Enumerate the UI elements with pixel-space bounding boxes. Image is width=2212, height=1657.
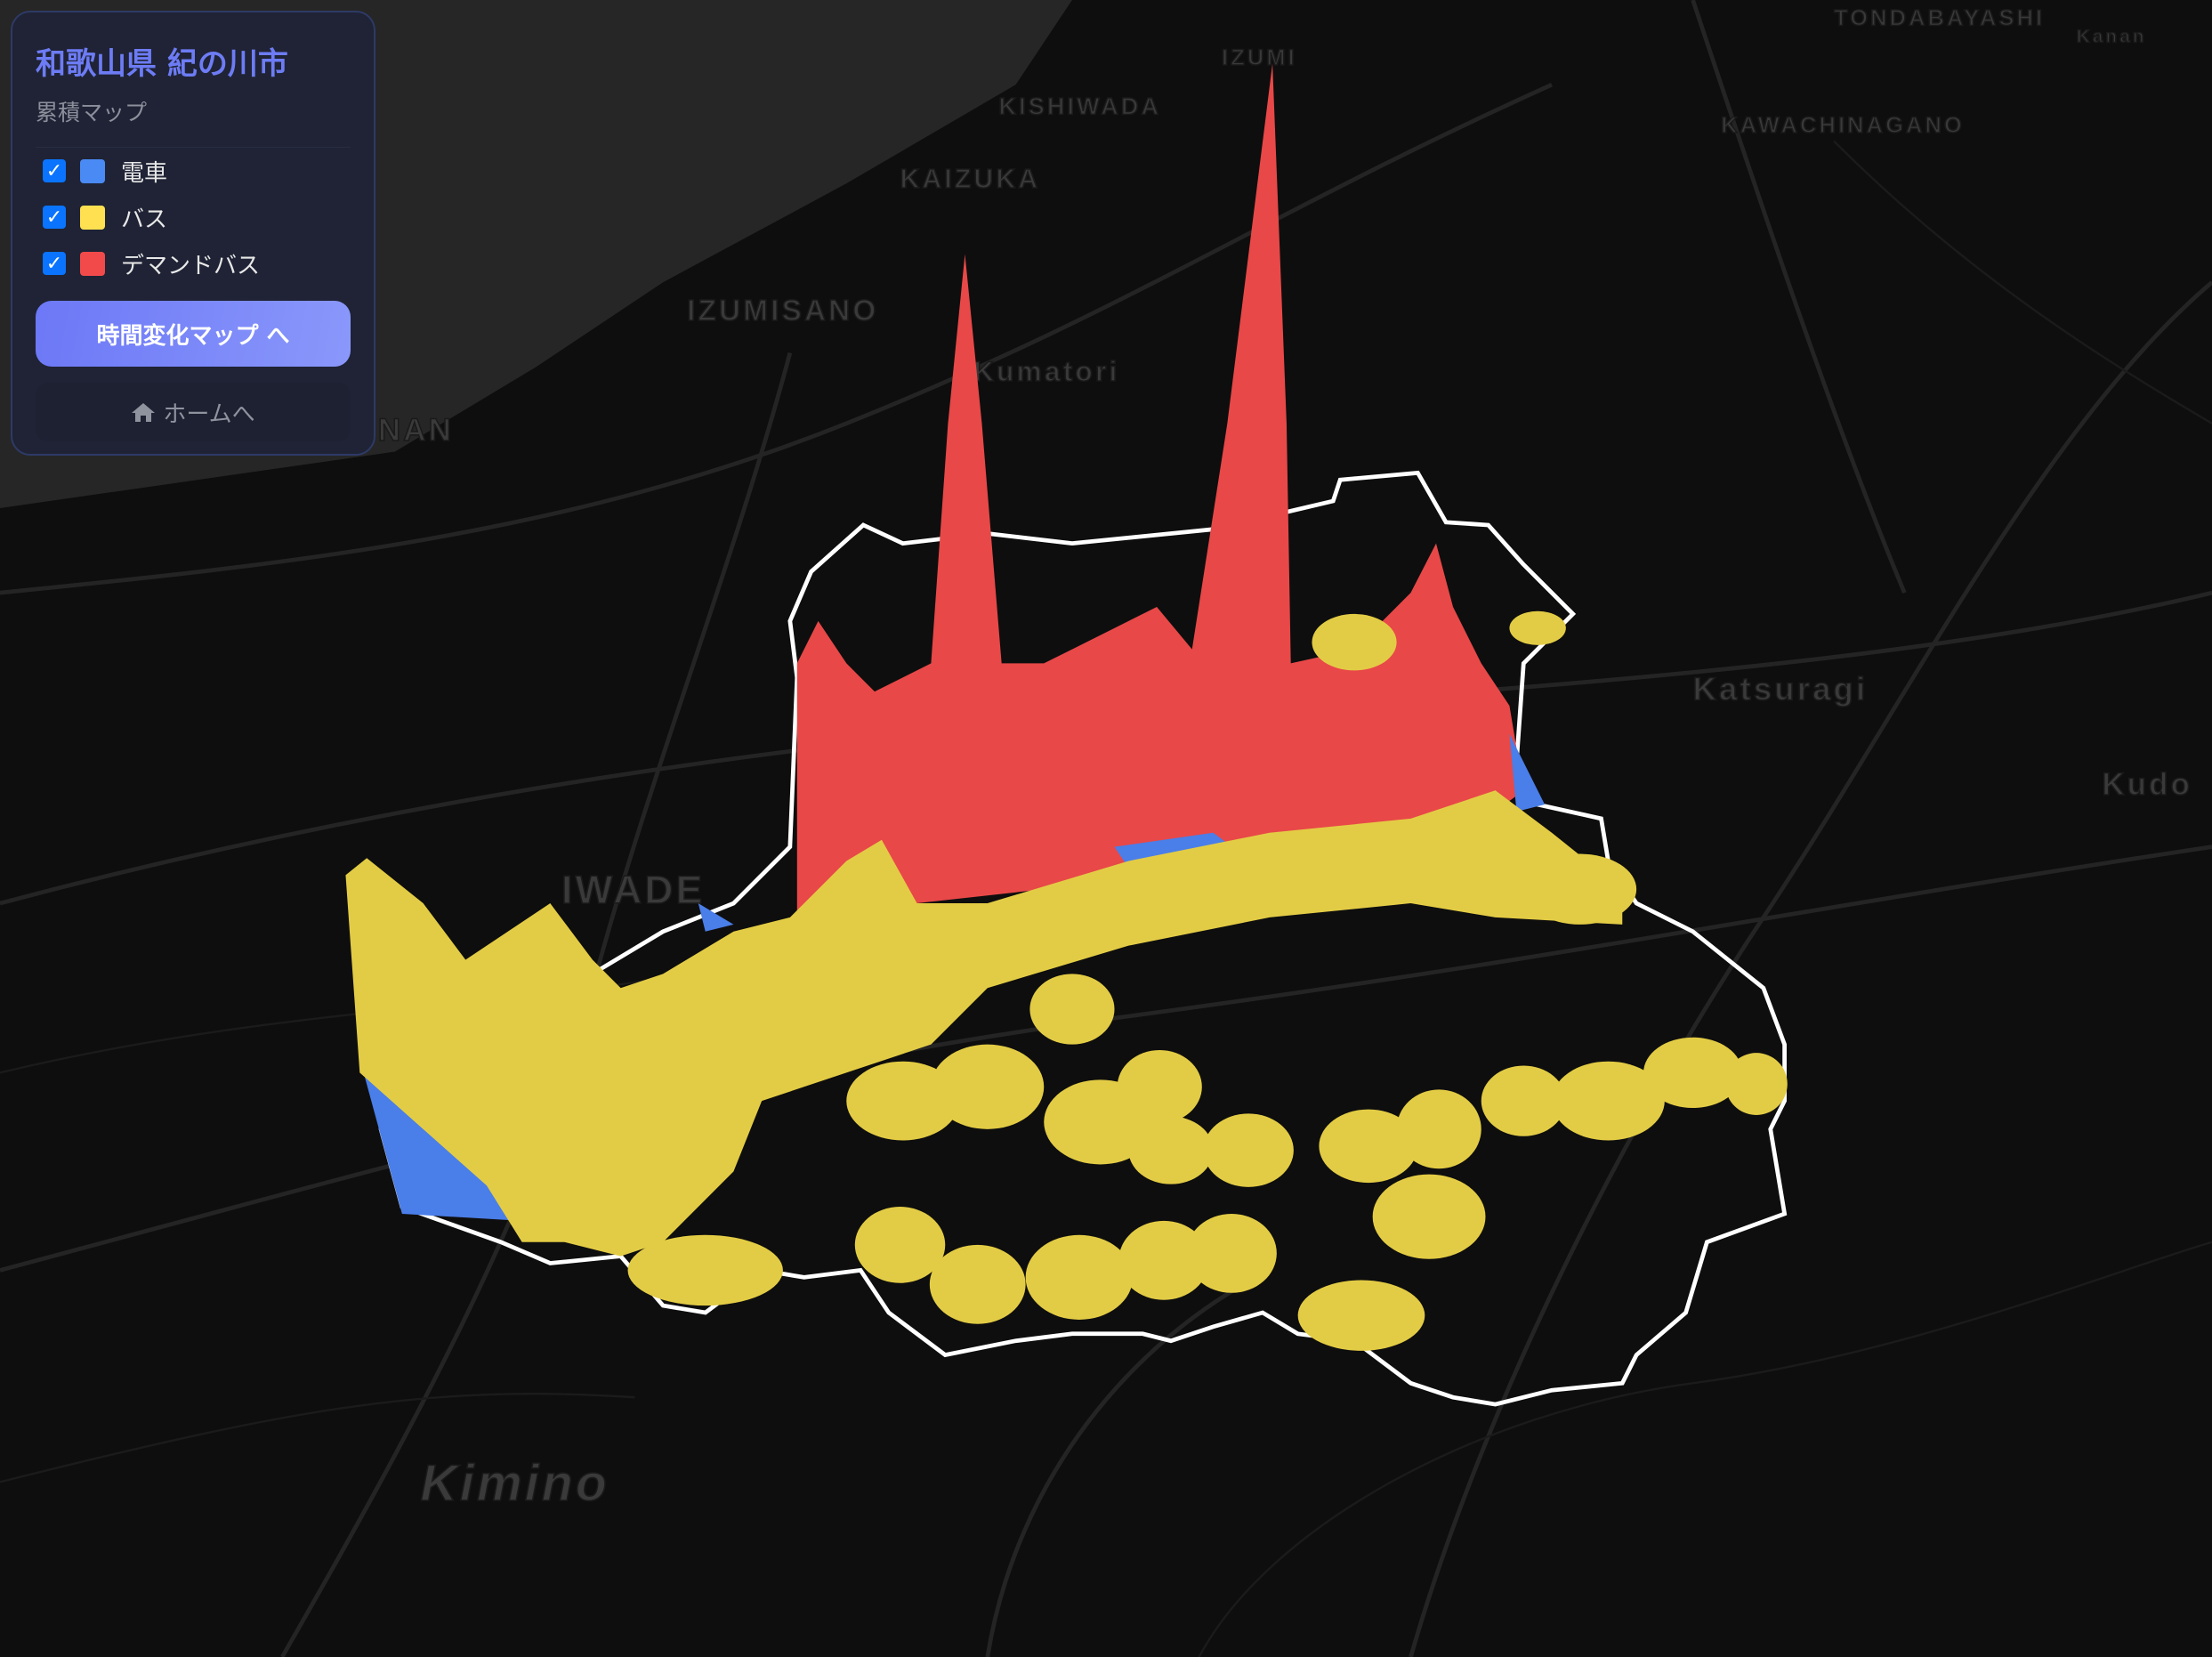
layer-toggle-bus[interactable]: ✓ バス [36,194,351,240]
home-link-label: ホームへ [163,400,255,428]
control-panel: 和歌山県 紀の川市 累積マップ ✓ 電車 ✓ バス ✓ デマンドバス 時間変化マ… [11,11,375,456]
divider [36,147,351,148]
layer-checkbox-train[interactable]: ✓ [43,159,66,182]
home-icon [132,403,156,422]
map-label: TONDABAYASHI [1834,6,2045,31]
map-label: NAN [378,413,454,448]
train-color-swatch [80,158,105,183]
map-label: Kanan [2077,27,2147,47]
map-label: IZUMI [1222,45,1297,70]
map-label: Kumatori [973,355,1120,387]
map-label: IWADE [561,869,705,912]
map-label: IZUMISANO [687,295,878,327]
map-label: Kudo [2102,767,2192,802]
page-subtitle: 累積マップ [36,100,148,125]
layer-label: 電車 [121,159,168,187]
map-label: Katsuragi [1693,671,1869,707]
layer-toggle-demand-bus[interactable]: ✓ デマンドバス [36,240,351,287]
map-label: KAIZUKA [900,165,1041,194]
layer-checkbox-bus[interactable]: ✓ [43,206,66,229]
layer-toggle-train[interactable]: ✓ 電車 [36,148,351,194]
page-title: 和歌山県 紀の川市 [36,46,288,82]
map-label: Kimino [420,1455,609,1512]
map-label: KISHIWADA [999,93,1162,119]
home-link[interactable]: ホームへ [36,383,351,441]
bus-layer [345,610,1788,1351]
time-change-map-button[interactable]: 時間変化マップ へ [36,301,351,367]
demand-bus-color-swatch [80,251,105,276]
map-label: KAWACHINAGANO [1721,113,1965,138]
layer-label: デマンドバス [121,252,261,279]
demand-bus-layer [796,63,1524,917]
layer-checkbox-demand-bus[interactable]: ✓ [43,252,66,275]
bus-color-swatch [80,205,105,230]
layer-label: バス [121,206,168,233]
